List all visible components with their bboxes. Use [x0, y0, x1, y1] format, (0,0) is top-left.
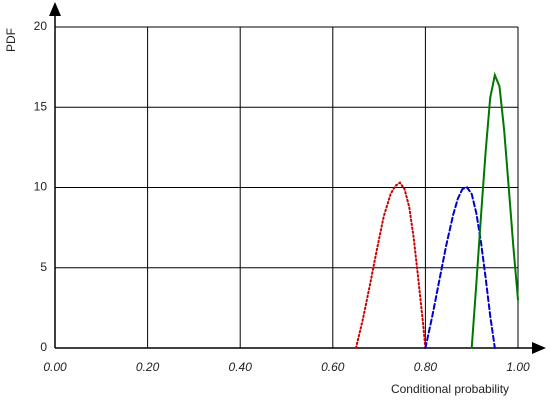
x-tick-label: 0.60: [321, 360, 345, 374]
y-axis-arrow: [49, 2, 61, 16]
y-tick-label: 10: [34, 180, 48, 194]
series-line: [424, 186, 496, 349]
x-tick-label: 0.40: [229, 360, 253, 374]
series-line: [354, 181, 427, 349]
x-tick-label: 0.00: [43, 360, 67, 374]
x-tick-label: 1.00: [506, 360, 530, 374]
x-tick-label: 0.80: [414, 360, 438, 374]
x-tick-label: 0.20: [136, 360, 160, 374]
y-tick-label: 5: [40, 260, 47, 274]
x-axis-arrow: [532, 342, 546, 354]
y-axis-label: PDF: [4, 28, 18, 52]
y-tick-label: 0: [40, 340, 47, 354]
series-line: [470, 71, 519, 349]
y-tick-label: 15: [34, 99, 48, 113]
y-tick-label: 20: [34, 19, 48, 33]
x-axis-label: Conditional probability: [391, 382, 509, 396]
